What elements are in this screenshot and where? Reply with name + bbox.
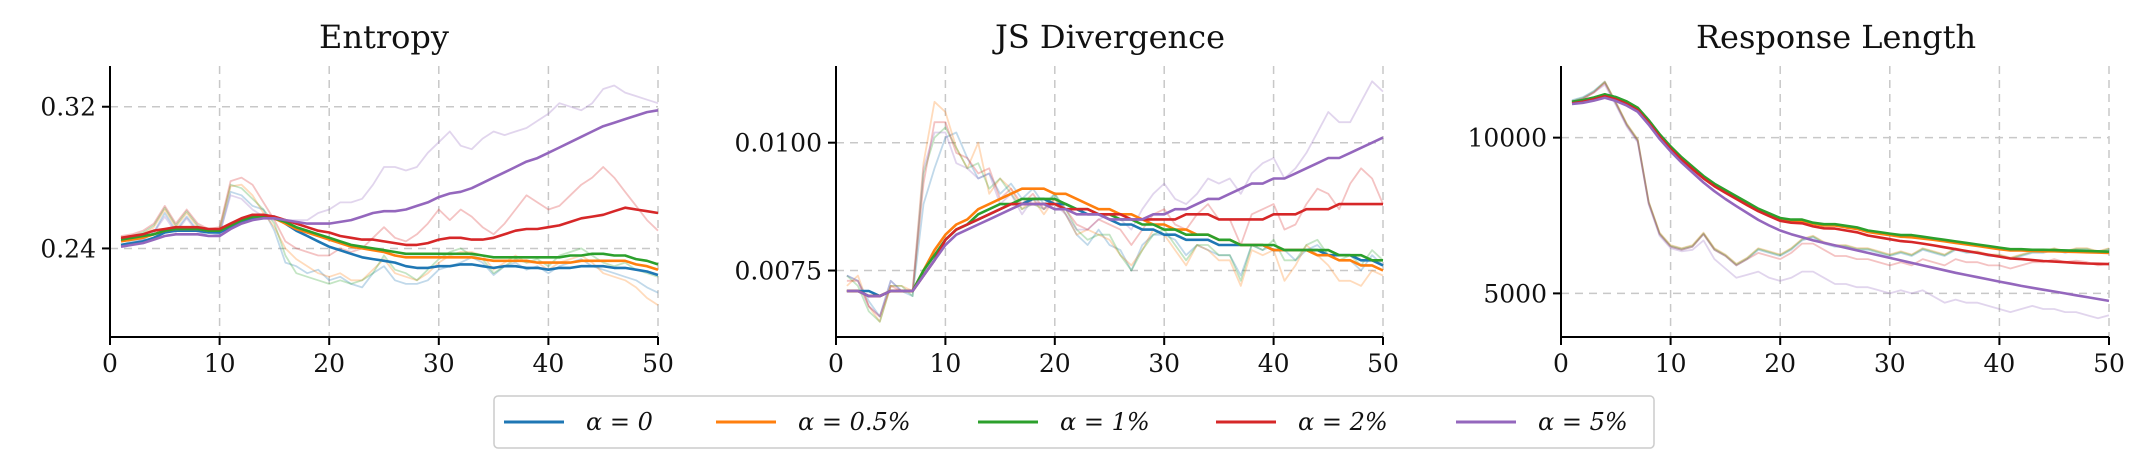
y-tick-label: 0.24 (40, 234, 96, 263)
raw-series-line (1571, 83, 2110, 320)
x-tick-label: 10 (1655, 349, 1687, 378)
x-tick-label: 20 (1764, 349, 1796, 378)
legend-frame (493, 395, 1655, 449)
x-tick-label: 50 (2093, 349, 2125, 378)
x-tick-label: 30 (423, 349, 455, 378)
legend-entry: α = 0 (504, 408, 653, 436)
x-tick-label: 0 (102, 349, 118, 378)
axes: 0 10 20 30 40 50 0.0075 0.0100 (735, 66, 1399, 378)
x-tick-label: 0 (828, 349, 844, 378)
smoothed-series-line (120, 109, 659, 248)
x-tick-label: 40 (1983, 349, 2015, 378)
panel-js-divergence: JS Divergence 0 10 20 30 40 50 0.0075 0.0100 (735, 18, 1399, 378)
x-tick-label: 30 (1148, 349, 1180, 378)
smoothed-series-line (1571, 93, 2110, 253)
x-tick-label: 20 (313, 349, 345, 378)
y-tick-label: 0.0100 (735, 129, 822, 158)
smoothed-series-line (1571, 96, 2110, 303)
raw-series-line (846, 121, 1384, 318)
grid (836, 66, 1384, 337)
legend-label: α = 0.5% (798, 408, 911, 436)
y-tick-label: 0.32 (40, 93, 96, 122)
raw-series-line (120, 183, 659, 306)
y-tick-label: 10000 (1467, 124, 1547, 153)
smoothed-series-line (120, 206, 659, 247)
axes: 0 10 20 30 40 50 0.24 0.32 (40, 66, 674, 378)
smoothed-series-line (846, 136, 1384, 298)
smoothed-series-line (1571, 94, 2110, 266)
x-tick-label: 50 (642, 349, 674, 378)
smoothed-series-line (120, 215, 659, 277)
raw-series-line (120, 84, 659, 246)
smoothed-series-line (846, 197, 1383, 298)
legend-entry: α = 0.5% (716, 408, 911, 436)
smoothed-series (846, 136, 1384, 298)
legend-entry: α = 5% (1456, 408, 1628, 436)
smoothed-series-line (120, 215, 659, 266)
panel-title: Entropy (319, 18, 449, 56)
panel-title: JS Divergence (992, 18, 1225, 56)
legend-entry: α = 1% (978, 408, 1150, 436)
legend-label: α = 1% (1060, 408, 1150, 436)
grid (1561, 66, 2110, 337)
legend-label: α = 2% (1298, 408, 1388, 436)
raw-series-line (846, 100, 1384, 323)
legend-entry: α = 2% (1216, 408, 1388, 436)
x-tick-label: 10 (929, 349, 961, 378)
raw-series (120, 84, 659, 306)
smoothed-series (120, 109, 659, 277)
raw-series-line (1571, 80, 2110, 267)
raw-series-line (846, 131, 1384, 318)
x-tick-label: 40 (1258, 349, 1290, 378)
x-tick-label: 20 (1039, 349, 1071, 378)
x-tick-label: 10 (204, 349, 236, 378)
smoothed-series-line (846, 187, 1384, 298)
raw-series-line (1571, 80, 2110, 265)
legend-label: α = 5% (1538, 408, 1628, 436)
panel-entropy: Entropy 0 10 20 30 40 50 0.24 0.32 (40, 18, 674, 378)
x-tick-label: 0 (1553, 349, 1569, 378)
raw-series-line (1571, 82, 2110, 270)
raw-series (1571, 80, 2110, 320)
grid (110, 66, 659, 337)
panel-title: Response Length (1696, 18, 1976, 56)
y-tick-label: 0.0075 (735, 257, 822, 286)
x-tick-label: 40 (532, 349, 564, 378)
raw-series (846, 80, 1384, 323)
x-tick-label: 30 (1874, 349, 1906, 378)
axes: 0 10 20 30 40 50 5000 10000 (1467, 66, 2125, 378)
smoothed-series (1571, 93, 2110, 303)
legend: α = 0 α = 0.5% α = 1% α = 2% α = 5% (493, 395, 1655, 449)
raw-series-line (846, 80, 1384, 318)
legend-label: α = 0 (586, 408, 653, 436)
raw-series-line (846, 126, 1384, 323)
y-tick-label: 5000 (1483, 279, 1547, 308)
raw-series-line (1571, 81, 2110, 266)
panel-response-length: Response Length 0 10 20 30 40 50 5000 10000 (1467, 18, 2124, 378)
x-tick-label: 50 (1367, 349, 1399, 378)
